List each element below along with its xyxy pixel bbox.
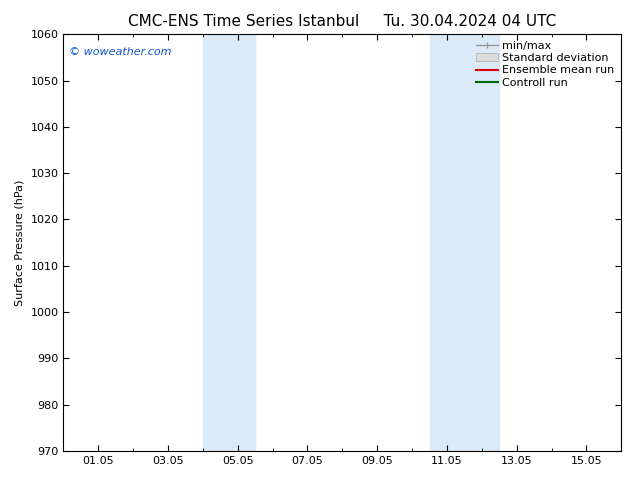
Bar <box>429 34 500 451</box>
Legend: min/max, Standard deviation, Ensemble mean run, Controll run: min/max, Standard deviation, Ensemble me… <box>472 38 618 91</box>
Text: © woweather.com: © woweather.com <box>69 47 171 57</box>
Bar <box>203 34 255 451</box>
Title: CMC-ENS Time Series Istanbul     Tu. 30.04.2024 04 UTC: CMC-ENS Time Series Istanbul Tu. 30.04.2… <box>128 14 557 29</box>
Y-axis label: Surface Pressure (hPa): Surface Pressure (hPa) <box>15 179 25 306</box>
